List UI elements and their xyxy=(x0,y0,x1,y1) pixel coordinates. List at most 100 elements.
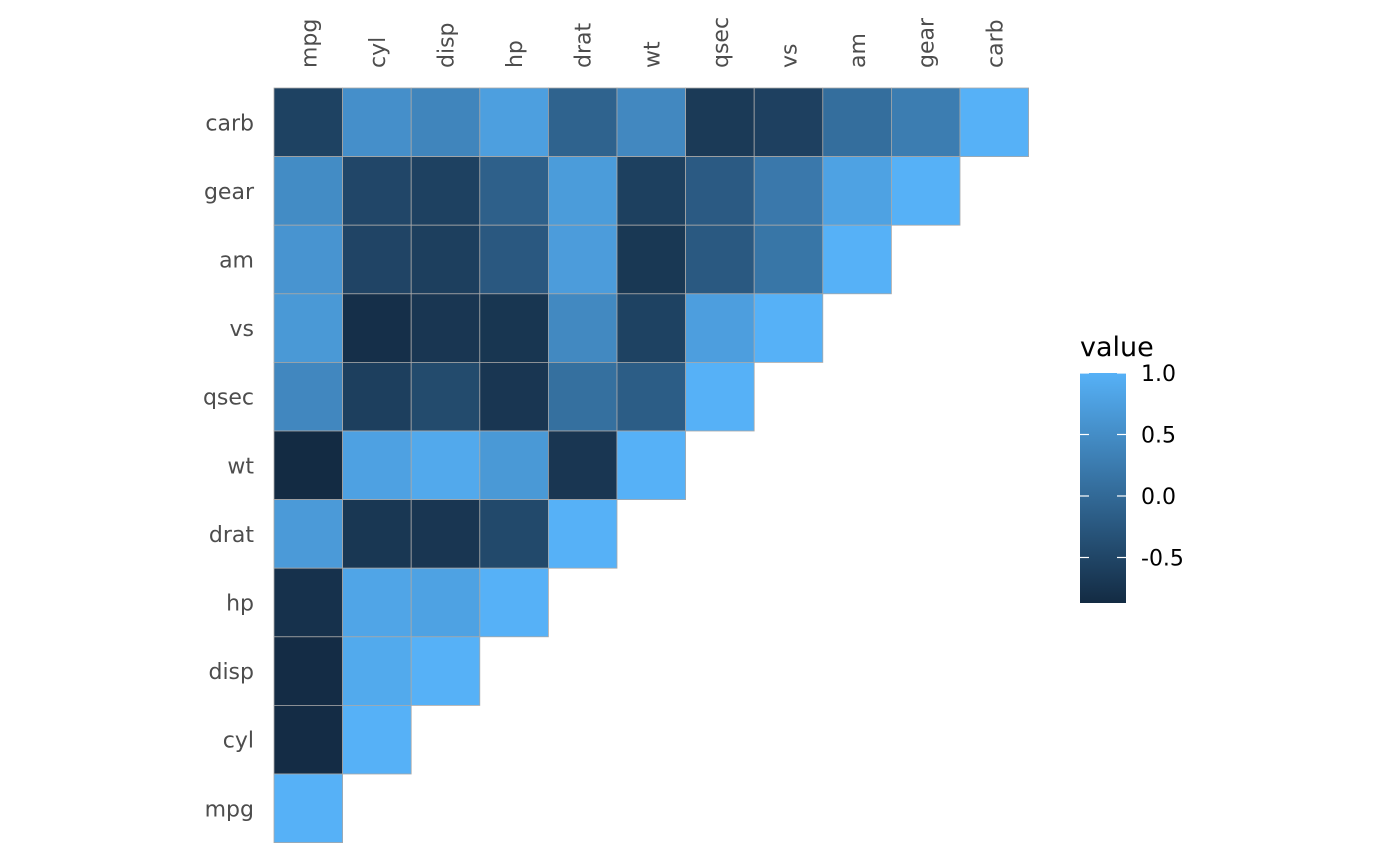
x-tick-label-disp: disp xyxy=(435,22,460,68)
heatmap-tile-carb-hp xyxy=(479,87,549,157)
heatmap-tile-gear-wt xyxy=(616,156,686,226)
heatmap-tile-gear-hp xyxy=(479,156,549,226)
heatmap-tile-carb-am xyxy=(822,87,892,157)
x-tick-label-am: am xyxy=(846,33,871,68)
x-tick-label-mpg: mpg xyxy=(297,19,322,68)
heatmap-tile-wt-wt xyxy=(616,430,686,500)
heatmap-tile-cyl-mpg xyxy=(273,705,343,775)
y-tick-label-hp: hp xyxy=(226,592,254,617)
heatmap-tile-wt-disp xyxy=(410,430,481,500)
heatmap-tile-vs-vs xyxy=(753,293,824,363)
x-tick-label-wt: wt xyxy=(640,41,665,68)
heatmap-tile-drat-cyl xyxy=(342,499,412,569)
heatmap-tile-vs-hp xyxy=(479,293,549,363)
heatmap-tile-gear-vs xyxy=(753,156,824,226)
y-tick-label-mpg: mpg xyxy=(205,797,254,822)
legend-tick-label: 0.5 xyxy=(1141,423,1176,448)
heatmap-tile-drat-hp xyxy=(479,499,549,569)
heatmap-tile-gear-cyl xyxy=(342,156,412,226)
heatmap-tile-qsec-hp xyxy=(479,361,549,432)
heatmap-tile-carb-vs xyxy=(753,87,824,157)
heatmap-tile-disp-disp xyxy=(410,636,481,706)
y-tick-label-qsec: qsec xyxy=(203,386,254,411)
heatmap-tile-am-drat xyxy=(548,224,618,295)
heatmap-tile-drat-mpg xyxy=(273,499,343,569)
heatmap-tile-drat-disp xyxy=(410,499,481,569)
y-tick-label-am: am xyxy=(219,249,254,274)
heatmap-tile-gear-qsec xyxy=(685,156,755,226)
heatmap-tile-am-mpg xyxy=(273,224,343,295)
x-tick-label-vs: vs xyxy=(778,44,803,68)
y-axis-tick-labels: carb gear am vs qsec wt drat hp disp cyl mpg xyxy=(203,111,255,822)
y-tick-label-vs: vs xyxy=(230,317,254,342)
legend-tick-label: 1.0 xyxy=(1141,362,1176,387)
heatmap-tile-carb-carb xyxy=(959,87,1029,157)
heatmap-tile-gear-disp xyxy=(410,156,481,226)
heatmap-tile-mpg-mpg xyxy=(273,773,343,843)
heatmap-tile-carb-gear xyxy=(891,87,961,157)
legend-tick-label: 0.0 xyxy=(1141,485,1176,510)
heatmap-tile-gear-mpg xyxy=(273,156,343,226)
heatmap-tile-carb-cyl xyxy=(342,87,412,157)
tiles-layer xyxy=(273,87,1029,843)
x-tick-label-drat: drat xyxy=(572,23,597,68)
heatmap-tile-am-disp xyxy=(410,224,481,295)
heatmap-tile-vs-mpg xyxy=(273,293,343,363)
legend-title: value xyxy=(1080,332,1154,363)
heatmap-tile-vs-wt xyxy=(616,293,686,363)
x-axis-tick-labels: mpg cyl disp hp drat wt qsec vs am gear carb xyxy=(297,17,1008,68)
y-tick-label-carb: carb xyxy=(205,111,254,136)
heatmap-tile-am-vs xyxy=(753,224,824,295)
heatmap-tile-vs-drat xyxy=(548,293,618,363)
heatmap-tile-am-hp xyxy=(479,224,549,295)
heatmap-tile-hp-disp xyxy=(410,567,481,638)
legend-tick-label: -0.5 xyxy=(1141,546,1184,571)
heatmap-tile-am-qsec xyxy=(685,224,755,295)
heatmap-tile-gear-am xyxy=(822,156,892,226)
heatmap-tile-wt-cyl xyxy=(342,430,412,500)
x-tick-label-cyl: cyl xyxy=(366,37,391,68)
x-tick-label-gear: gear xyxy=(915,17,940,68)
legend: value 1.0 0.5 0.0 -0.5 xyxy=(1080,332,1184,603)
heatmap-tile-carb-drat xyxy=(548,87,618,157)
heatmap-tile-hp-mpg xyxy=(273,567,343,638)
heatmap-tile-qsec-qsec xyxy=(685,361,755,432)
heatmap-tile-am-am xyxy=(822,224,892,295)
heatmap-tile-wt-hp xyxy=(479,430,549,500)
x-tick-label-qsec: qsec xyxy=(709,17,734,68)
heatmap-tile-wt-drat xyxy=(548,430,618,500)
heatmap-tile-gear-drat xyxy=(548,156,618,226)
y-tick-label-wt: wt xyxy=(227,454,254,479)
heatmap-tile-qsec-mpg xyxy=(273,361,343,432)
heatmap-tile-carb-disp xyxy=(410,87,481,157)
y-tick-label-cyl: cyl xyxy=(223,729,254,754)
y-tick-label-gear: gear xyxy=(204,180,255,205)
heatmap-tile-qsec-wt xyxy=(616,361,686,432)
heatmap-tile-qsec-cyl xyxy=(342,361,412,432)
heatmap-tile-disp-mpg xyxy=(273,636,343,706)
y-tick-label-drat: drat xyxy=(209,523,254,548)
x-tick-label-hp: hp xyxy=(503,40,528,68)
heatmap-tile-vs-disp xyxy=(410,293,481,363)
heatmap-tile-qsec-disp xyxy=(410,361,481,432)
heatmap-tile-gear-gear xyxy=(891,156,961,226)
heatmap-tile-cyl-cyl xyxy=(342,705,412,775)
heatmap-tile-disp-cyl xyxy=(342,636,412,706)
legend-colorbar xyxy=(1080,373,1126,603)
heatmap-tile-carb-qsec xyxy=(685,87,755,157)
heatmap-tile-carb-wt xyxy=(616,87,686,157)
y-tick-label-disp: disp xyxy=(208,660,254,685)
heatmap-tile-vs-cyl xyxy=(342,293,412,363)
heatmap-tile-hp-hp xyxy=(479,567,549,638)
heatmap-tile-am-wt xyxy=(616,224,686,295)
heatmap-tile-qsec-drat xyxy=(548,361,618,432)
heatmap-tile-vs-qsec xyxy=(685,293,755,363)
heatmap-tile-hp-cyl xyxy=(342,567,412,638)
heatmap-tile-wt-mpg xyxy=(273,430,343,500)
heatmap-tile-am-cyl xyxy=(342,224,412,295)
heatmap-tile-drat-drat xyxy=(548,499,618,569)
heatmap-tile-carb-mpg xyxy=(273,87,343,157)
x-tick-label-carb: carb xyxy=(983,19,1008,68)
